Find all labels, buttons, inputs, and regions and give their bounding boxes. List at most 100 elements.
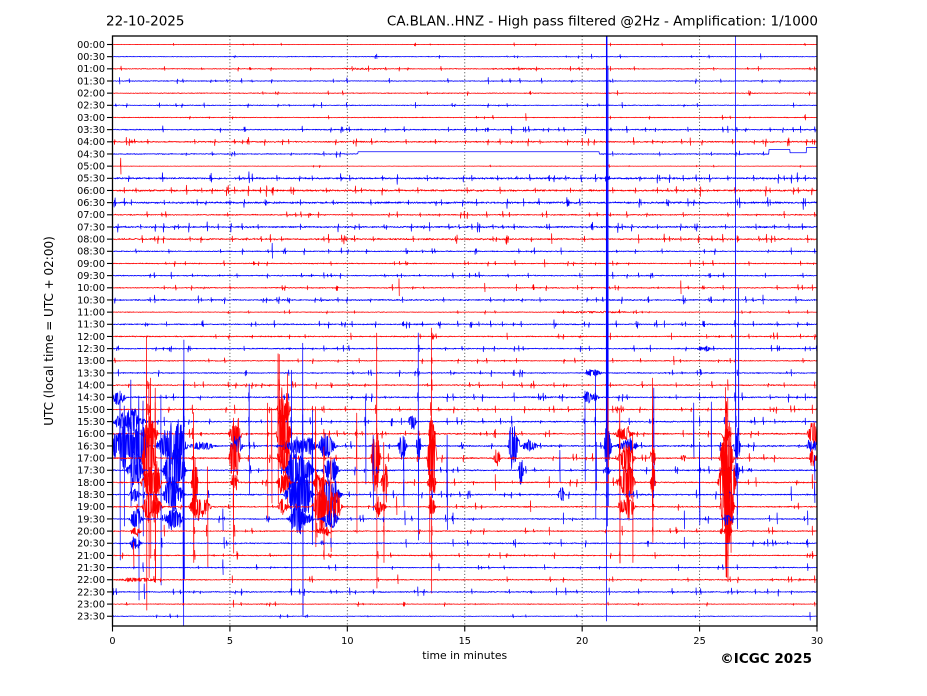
y-tick-label: 01:00 <box>77 64 105 75</box>
trace-row-01:30 <box>112 77 817 85</box>
trace-row-16:30 <box>112 36 817 622</box>
x-tick-label: 30 <box>811 636 823 647</box>
trace-row-19:00 <box>112 406 817 583</box>
trace-row-06:00 <box>112 184 817 197</box>
y-tick-label: 19:30 <box>77 514 105 525</box>
y-tick-label: 21:30 <box>77 563 105 574</box>
y-tick-label: 20:00 <box>77 527 105 538</box>
trace-row-08:30 <box>112 242 817 259</box>
trace-row-08:00 <box>112 233 817 245</box>
trace-row-11:00 <box>112 309 817 315</box>
trace-row-18:30 <box>112 414 817 615</box>
trace-row-00:00 <box>112 42 817 47</box>
x-tick-label: 0 <box>109 636 115 647</box>
y-tick-label: 00:30 <box>77 52 105 63</box>
y-tick-label: 17:30 <box>77 466 105 477</box>
x-tick-label: 20 <box>576 636 588 647</box>
y-tick-label: 18:00 <box>77 478 105 489</box>
trace-row-16:00 <box>112 353 817 510</box>
y-tick-label: 21:00 <box>77 551 105 562</box>
y-tick-label: 15:30 <box>77 417 105 428</box>
y-tick-label: 12:00 <box>77 332 105 343</box>
trace-row-03:00 <box>112 113 817 121</box>
y-tick-label: 13:30 <box>77 368 105 379</box>
y-tick-label: 07:30 <box>77 222 105 233</box>
y-tick-label: 22:30 <box>77 587 105 598</box>
trace-row-07:00 <box>112 210 817 219</box>
y-tick-label: 04:00 <box>77 137 105 148</box>
trace-row-04:30 <box>112 147 817 158</box>
y-tick-label: 14:30 <box>77 393 105 404</box>
y-tick-label: 02:30 <box>77 101 105 112</box>
trace-row-23:30 <box>112 611 817 621</box>
y-axis-label: UTC (local time = UTC + 02:00) <box>42 236 56 426</box>
y-tick-label: 03:00 <box>77 113 105 124</box>
trace-row-09:00 <box>112 259 817 268</box>
trace-row-03:30 <box>112 125 817 135</box>
y-tick-label: 08:00 <box>77 235 105 246</box>
station-title: CA.BLAN..HNZ - High pass filtered @2Hz -… <box>387 14 818 30</box>
trace-row-19:30 <box>112 488 817 580</box>
y-tick-label: 04:30 <box>77 149 105 160</box>
trace-row-15:00 <box>112 354 817 455</box>
trace-row-13:30 <box>112 368 817 378</box>
y-tick-label: 05:00 <box>77 162 105 173</box>
y-tick-label: 06:00 <box>77 186 105 197</box>
trace-row-18:00 <box>112 382 817 583</box>
y-tick-label: 02:00 <box>77 89 105 100</box>
y-tick-label: 09:30 <box>77 271 105 282</box>
y-tick-label: 12:30 <box>77 344 105 355</box>
trace-row-02:30 <box>112 101 817 109</box>
trace-row-07:30 <box>112 221 817 233</box>
y-tick-label: 08:30 <box>77 247 105 258</box>
trace-row-10:00 <box>112 278 817 297</box>
y-tick-label: 14:00 <box>77 381 105 392</box>
trace-row-12:30 <box>112 344 817 353</box>
y-tick-label: 10:30 <box>77 295 105 306</box>
trace-row-06:30 <box>112 197 817 210</box>
trace-row-23:00 <box>112 599 817 608</box>
trace-row-04:00 <box>112 137 817 147</box>
y-tick-label: 09:00 <box>77 259 105 270</box>
y-tick-label: 16:00 <box>77 429 105 440</box>
y-tick-label: 20:30 <box>77 539 105 550</box>
trace-row-13:00 <box>112 355 817 366</box>
trace-row-15:30 <box>112 408 817 434</box>
seismogram-traces <box>112 36 817 626</box>
x-tick-label: 15 <box>459 636 471 647</box>
y-tick-label: 13:00 <box>77 356 105 367</box>
trace-row-12:00 <box>112 332 817 340</box>
y-tick-label: 01:30 <box>77 76 105 87</box>
plot-date-title: 22-10-2025 <box>106 14 184 30</box>
x-axis-label: time in minutes <box>422 649 507 662</box>
trace-row-22:30 <box>112 583 817 600</box>
y-tick-label: 00:00 <box>77 40 105 51</box>
y-tick-label: 11:30 <box>77 320 105 331</box>
y-tick-label: 05:30 <box>77 174 105 185</box>
y-tick-label: 07:00 <box>77 210 105 221</box>
trace-row-20:30 <box>112 536 817 550</box>
trace-row-22:00 <box>112 574 817 585</box>
trace-row-09:30 <box>112 271 817 280</box>
y-tick-label: 23:30 <box>77 612 105 623</box>
trace-row-21:30 <box>112 559 817 575</box>
trace-row-05:00 <box>112 157 817 175</box>
trace-row-21:00 <box>112 542 817 568</box>
x-tick-label: 5 <box>227 636 233 647</box>
y-tick-label: 18:30 <box>77 490 105 501</box>
trace-row-14:30 <box>112 391 817 405</box>
trace-row-02:00 <box>112 90 817 96</box>
copyright-credit: ©ICGC 2025 <box>720 651 812 667</box>
y-tick-label: 06:30 <box>77 198 105 209</box>
y-tick-label: 11:00 <box>77 308 105 319</box>
trace-row-10:30 <box>112 294 817 305</box>
trace-row-11:30 <box>112 319 817 329</box>
y-tick-label: 10:00 <box>77 283 105 294</box>
y-tick-label: 03:30 <box>77 125 105 136</box>
x-axis-ticks: 0 5 10 15 20 25 30 <box>109 626 823 647</box>
y-tick-label: 15:00 <box>77 405 105 416</box>
trace-row-20:00 <box>112 522 817 538</box>
trace-row-17:00 <box>112 327 817 611</box>
